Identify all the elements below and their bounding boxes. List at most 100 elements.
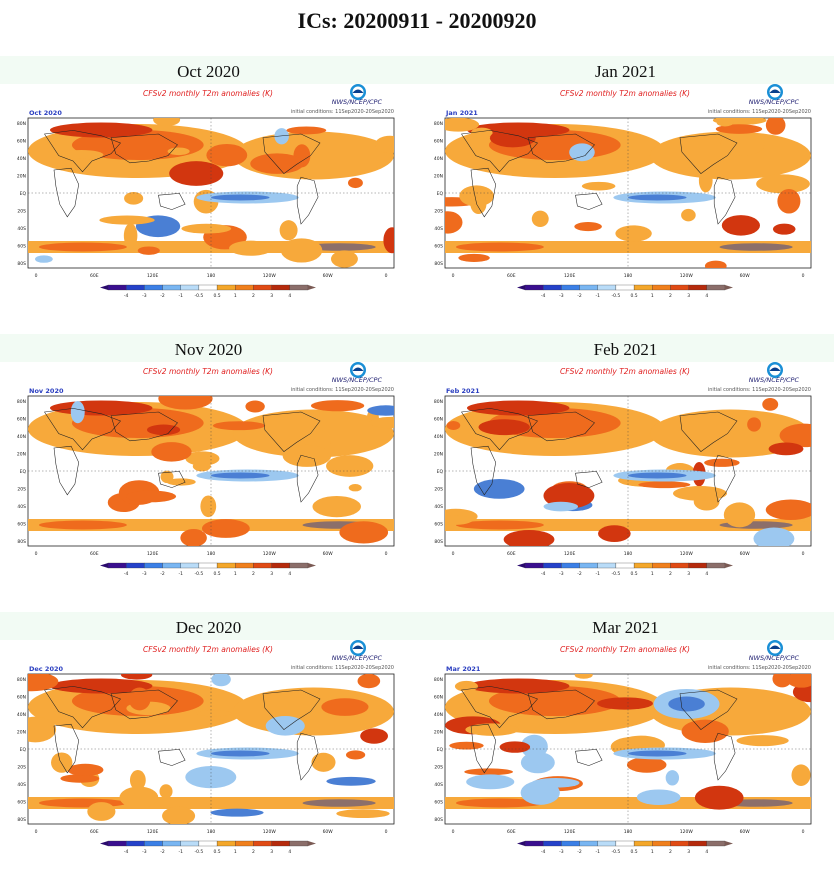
warm-region	[465, 723, 519, 736]
lon-tick-label: 180	[207, 273, 216, 279]
continent-outline	[575, 193, 603, 210]
warm-region	[229, 240, 273, 256]
warm-region	[202, 519, 250, 538]
lat-tick-label: 40S	[17, 226, 26, 232]
colorbar-right-arrow	[725, 841, 733, 846]
warm-region	[698, 168, 713, 193]
colorbar: -4 -3 -2 -1 -0.5 0.5 1 2 3 4	[100, 562, 316, 577]
lat-tick-label: 20N	[17, 452, 26, 458]
warm-region	[503, 530, 555, 546]
warm-region	[574, 222, 602, 232]
lon-tick-label: 0	[802, 829, 805, 835]
map-grid	[445, 674, 811, 824]
warm-region	[345, 750, 366, 760]
colorbar-label: 3	[270, 571, 273, 577]
warm-region	[347, 177, 363, 189]
warm-region	[51, 752, 73, 773]
map-grid	[28, 118, 394, 268]
warm-region	[282, 444, 332, 467]
warm-region	[581, 181, 616, 191]
warm-region	[446, 420, 461, 430]
colorbar-swatch	[597, 840, 617, 847]
warm-region	[200, 495, 217, 518]
warm-region	[49, 678, 153, 694]
lat-tick-label: 80S	[17, 817, 26, 823]
extreme-region	[719, 243, 793, 251]
cold-region	[543, 501, 579, 512]
colorbar-swatch	[216, 840, 236, 847]
colorbar-label: 4	[705, 849, 708, 855]
colorbar-swatch	[688, 840, 707, 847]
map-month-code: Nov 2020	[29, 387, 64, 395]
colorbar-swatch	[180, 284, 200, 291]
continent-outline	[461, 686, 538, 729]
colorbar-swatch	[670, 840, 689, 847]
panel-month-label: Feb 2021	[593, 340, 658, 359]
map-month-code: Feb 2021	[446, 387, 480, 395]
colorbar-swatch	[180, 562, 200, 569]
continent-outline	[296, 176, 319, 225]
warm-region	[212, 421, 266, 431]
continent-outline	[527, 133, 595, 164]
colorbar-right-arrow	[308, 563, 316, 568]
lat-tick-label: 20S	[434, 765, 443, 771]
colorbar: -4 -3 -2 -1 -0.5 0.5 1 2 3 4	[100, 840, 316, 855]
lon-tick-label: 60W	[740, 551, 751, 557]
continent-outline	[713, 176, 736, 225]
cold-region	[326, 776, 376, 786]
lat-tick-label: 60N	[434, 695, 443, 701]
warm-region	[445, 515, 473, 526]
lat-tick-label: EQ	[437, 469, 444, 475]
lon-tick-label: 120E	[147, 551, 159, 557]
colorbar-label: 3	[687, 571, 690, 577]
colorbar-swatch	[271, 562, 290, 569]
forecast-panel: Feb 2021 CFSv2 monthly T2m anomalies (K) N…	[417, 334, 834, 611]
map-initial-conditions: initial conditions: 11Sep2020-20Sep2020	[708, 387, 811, 393]
anomaly-map: CFSv2 monthly T2m anomalies (K) NWS/NCEP/…	[427, 84, 824, 330]
coastlines	[461, 408, 738, 503]
lat-tick-label: 80S	[434, 261, 443, 267]
forecast-panel: Dec 2020 CFSv2 monthly T2m anomalies (K) N…	[0, 612, 417, 889]
warm-region	[478, 419, 530, 436]
lon-tick-label: 60W	[740, 273, 751, 279]
anomaly-field	[28, 674, 394, 824]
panel-month-label: Nov 2020	[174, 340, 243, 359]
colorbar-swatch	[271, 840, 290, 847]
anomaly-map-graphic: CFSv2 monthly T2m anomalies (K) NWS/NCEP/…	[434, 362, 812, 577]
noaa-logo-icon	[767, 84, 783, 100]
colorbar-right-arrow	[308, 841, 316, 846]
colorbar-swatch	[670, 562, 689, 569]
anomaly-field	[445, 118, 811, 268]
colorbar-swatch	[289, 840, 309, 847]
colorbar-swatch	[162, 840, 181, 847]
cold-region	[531, 778, 580, 788]
anomaly-field	[28, 396, 394, 546]
noaa-logo-icon	[350, 362, 366, 378]
warm-region	[574, 674, 593, 679]
warm-region	[321, 698, 369, 716]
colorbar-swatch	[235, 284, 254, 291]
colorbar-label: 2	[669, 849, 672, 855]
warm-region	[649, 131, 811, 180]
colorbar-label: 4	[705, 293, 708, 299]
continent-outline	[470, 167, 496, 218]
panel-header: Nov 2020	[0, 334, 417, 362]
map-month-code: Dec 2020	[29, 665, 63, 673]
colorbar: -4 -3 -2 -1 -0.5 0.5 1 2 3 4	[517, 284, 733, 299]
warm-region	[87, 802, 116, 821]
colorbar-label: -1	[595, 293, 600, 299]
lon-tick-label: 180	[624, 273, 633, 279]
warm-region	[459, 185, 494, 207]
warm-region	[720, 132, 765, 156]
colorbar-right-arrow	[725, 563, 733, 568]
lat-tick-label: 80N	[17, 121, 26, 127]
warm-region	[232, 687, 394, 736]
warm-region	[786, 674, 811, 688]
map-month-code: Oct 2020	[29, 109, 62, 117]
map-grid	[445, 396, 811, 546]
lat-tick-label: 20N	[17, 174, 26, 180]
continent-outline	[53, 723, 79, 774]
lat-tick-label: 60S	[434, 244, 443, 250]
panel-header: Jan 2021	[417, 56, 834, 84]
colorbar-label: 4	[288, 849, 291, 855]
